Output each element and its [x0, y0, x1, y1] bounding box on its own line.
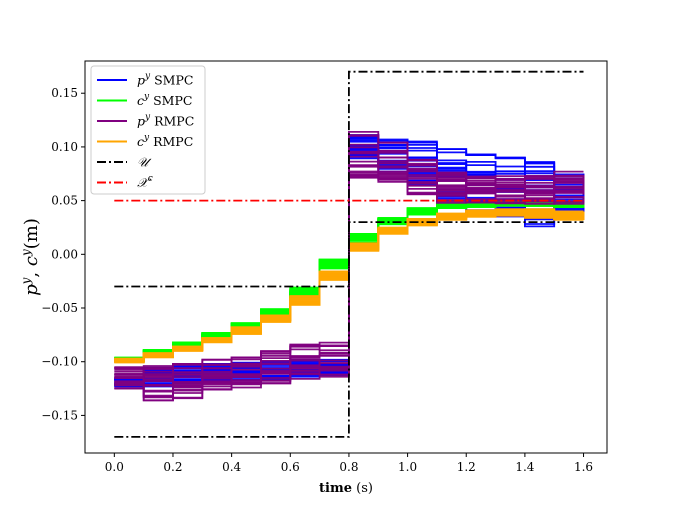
- legend-label: py SMPC: [137, 72, 193, 88]
- y-tick-label: 0.10: [51, 140, 78, 154]
- legend-entry: cy RMPC: [97, 133, 193, 149]
- x-tick-label: 1.4: [515, 460, 534, 474]
- x-tick-label: 1.6: [574, 460, 593, 474]
- input-upper-bound-line: [114, 70, 584, 288]
- legend-label: 𝒰: [137, 155, 152, 170]
- x-tick-label: 0.0: [105, 460, 124, 474]
- plot-frame: [84, 60, 608, 454]
- y-tick-label: 0.05: [51, 194, 78, 208]
- x-tick-label: 0.2: [163, 460, 182, 474]
- x-tick-label: 0.6: [281, 460, 300, 474]
- x-tick-label: 0.8: [339, 460, 358, 474]
- y-tick-label: 0.15: [51, 86, 78, 100]
- y-tick-label: −0.05: [41, 301, 78, 315]
- legend-label: py RMPC: [137, 113, 194, 129]
- legend-entry: 𝒰: [97, 155, 152, 170]
- x-axis-label: time (s): [319, 481, 373, 496]
- y-tick-label: −0.10: [41, 355, 78, 369]
- input-lower-bound-line: [114, 221, 584, 438]
- legend-entry: cy SMPC: [97, 92, 192, 108]
- legend-entry: py RMPC: [97, 113, 194, 129]
- axes-layer: 0.0 0.2 0.4 0.6 0.8 1.0 1.2 1.4 1.6 −0.15 −0.10 −0.…: [41, 86, 593, 474]
- legend-entry: py SMPC: [97, 72, 193, 88]
- y-tick-label: −0.15: [41, 408, 78, 422]
- legend-label: cy SMPC: [137, 92, 192, 108]
- y-axis-label: py, cy(m): [19, 218, 42, 296]
- bounds-layer: [114, 70, 584, 438]
- x-tick-label: 1.0: [398, 460, 417, 474]
- x-tick-label: 1.2: [457, 460, 476, 474]
- y-tick-label: 0.00: [51, 247, 78, 261]
- legend-label: cy RMPC: [137, 133, 193, 149]
- x-tick-label: 0.4: [222, 460, 241, 474]
